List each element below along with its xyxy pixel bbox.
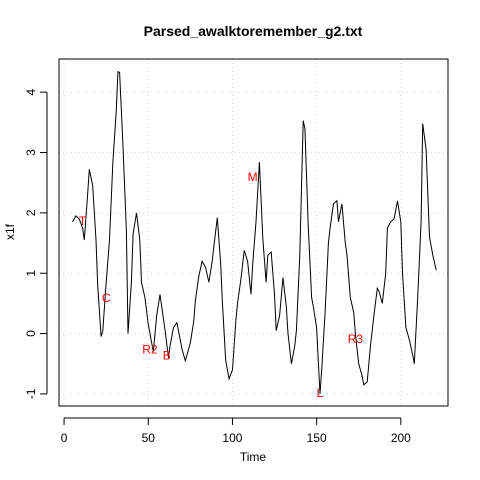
annotation-label: M (248, 170, 258, 184)
y-axis: -1 0 1 2 3 4 (24, 89, 48, 399)
x-axis: 0 50 100 150 200 (61, 417, 411, 445)
annotations: T C R2 B M L R3 (79, 170, 363, 400)
x-tick-label: 150 (307, 431, 327, 445)
x-tick-label: 50 (142, 431, 156, 445)
x-tick-label: 200 (391, 431, 411, 445)
grid (59, 59, 448, 406)
y-tick-label: -1 (24, 388, 38, 399)
y-axis-title: x1f (3, 223, 17, 240)
x-axis-title: Time (240, 450, 267, 464)
annotation-label: R2 (142, 343, 158, 357)
plot-frame (58, 58, 449, 407)
chart-title: Parsed_awalktoremember_g2.txt (144, 23, 363, 39)
y-tick-label: 3 (24, 149, 38, 156)
annotation-label: R3 (348, 332, 364, 346)
y-tick-label: 0 (24, 330, 38, 337)
y-tick-label: 4 (24, 89, 38, 96)
y-tick-label: 1 (24, 270, 38, 277)
x-tick-label: 100 (222, 431, 242, 445)
y-tick-label: 2 (24, 209, 38, 216)
annotation-label: T (79, 214, 87, 228)
annotation-label: L (317, 386, 324, 400)
annotation-label: C (102, 291, 111, 305)
series-line (72, 71, 437, 394)
annotation-label: B (163, 349, 171, 363)
x-tick-label: 0 (61, 431, 68, 445)
